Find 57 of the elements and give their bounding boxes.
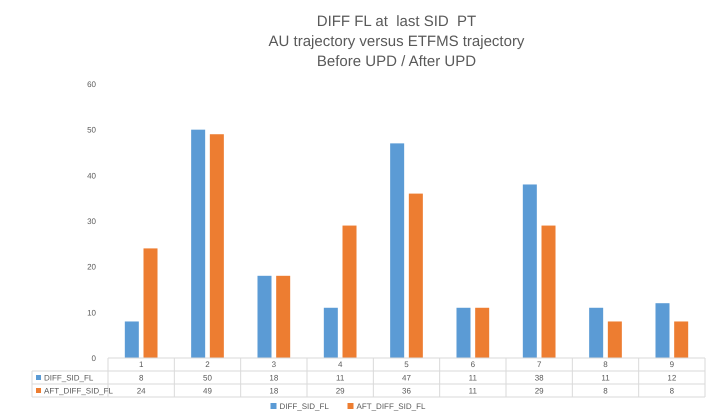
x-tick-label: 6 [470, 360, 476, 369]
text: AFT_DIFF_SID_FL [356, 402, 426, 411]
bar [655, 303, 670, 358]
data-label: 12 [667, 374, 677, 382]
legend-label: AFT_DIFF_SID_FL [44, 386, 114, 396]
x-tick-label: 2 [205, 360, 210, 369]
x-tick-label: 4 [338, 360, 343, 369]
y-tick-label: 60 [87, 80, 97, 89]
data-label: 24 [136, 386, 146, 396]
data-label: 18 [269, 386, 279, 396]
data-label: 18 [269, 374, 279, 382]
data-label: 50 [203, 374, 212, 382]
bar [276, 276, 290, 358]
bar [542, 226, 556, 358]
x-tick-label: 5 [404, 360, 410, 369]
chart-title: DIFF FL at last SID PT AU trajectory versus ETFMS trajectory Before UPD / After UPD [268, 13, 525, 70]
x-tick-label: 9 [670, 360, 675, 369]
bar [257, 276, 272, 358]
y-tick-label: 50 [87, 126, 97, 135]
bar [608, 321, 622, 358]
data-label: 11 [468, 374, 478, 382]
bar [324, 308, 338, 358]
bar [475, 308, 490, 358]
bar [124, 321, 139, 358]
data-label: 36 [402, 386, 412, 396]
data-label: 29 [534, 386, 544, 396]
data-label: 11 [468, 386, 478, 396]
x-tick-label: 3 [272, 360, 277, 369]
legend-label: DIFF_SID_FL [44, 374, 94, 382]
x-tick-label: 8 [603, 360, 608, 369]
data-label: 11 [601, 374, 610, 382]
y-tick-label: 20 [87, 262, 97, 272]
data-label: 8 [138, 374, 144, 382]
y-tick-label: 0 [92, 354, 97, 363]
data-label: 47 [402, 374, 412, 382]
x-tick-label: 1 [138, 360, 144, 369]
y-tick-label: 40 [87, 171, 97, 180]
text: DIFF_SID_FL [280, 402, 329, 411]
data-label: 29 [336, 386, 346, 396]
data-label: 49 [203, 386, 212, 396]
data-label: 8 [670, 386, 675, 396]
bar [191, 130, 206, 358]
y-tick-label: 10 [87, 308, 97, 318]
data-label: 8 [603, 386, 608, 396]
bar [144, 248, 158, 358]
bar [390, 143, 404, 358]
bar [342, 226, 357, 358]
bar [522, 184, 537, 358]
bar [589, 308, 604, 358]
bar [456, 308, 470, 358]
data-label: 38 [534, 374, 544, 382]
x-tick-label: 7 [536, 360, 542, 369]
data-label: 11 [336, 374, 345, 382]
y-tick-label: 30 [87, 217, 97, 226]
bar [210, 134, 224, 358]
bar [408, 194, 423, 358]
bar [674, 321, 688, 358]
